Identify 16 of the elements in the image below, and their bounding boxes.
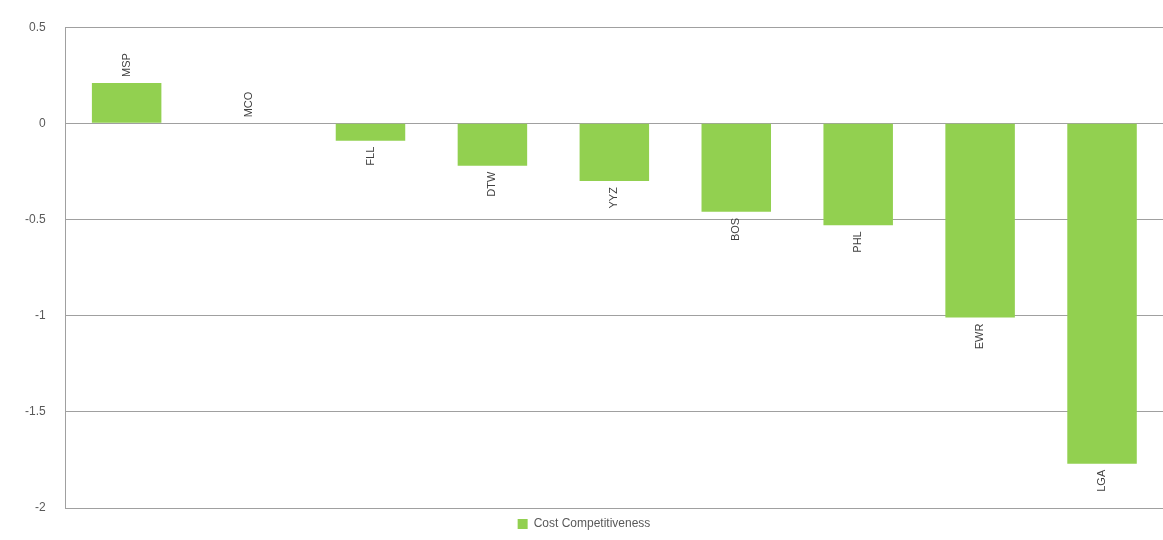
y-tick-label: -2 xyxy=(35,500,46,515)
y-tick-label: 0 xyxy=(38,115,46,130)
y-tick-label: 0.5 xyxy=(28,19,46,34)
x-tick-label: MCO xyxy=(241,91,254,118)
x-tick-label: DTW xyxy=(485,171,498,197)
x-tick-label: YYZ xyxy=(607,186,620,209)
y-tick-label: -0.5 xyxy=(24,211,46,226)
y-tick-label: -1.5 xyxy=(24,404,46,419)
x-tick-label: PHL xyxy=(851,231,864,253)
legend-label: Cost Competitiveness xyxy=(533,516,651,531)
x-tick-label: MSP xyxy=(119,53,132,77)
x-tick-label: EWR xyxy=(973,323,986,350)
y-tick-label: -1 xyxy=(35,307,46,322)
x-tick-label: FLL xyxy=(363,146,376,166)
x-tick-label: BOS xyxy=(729,217,742,242)
x-tick-label: LGA xyxy=(1095,469,1108,492)
